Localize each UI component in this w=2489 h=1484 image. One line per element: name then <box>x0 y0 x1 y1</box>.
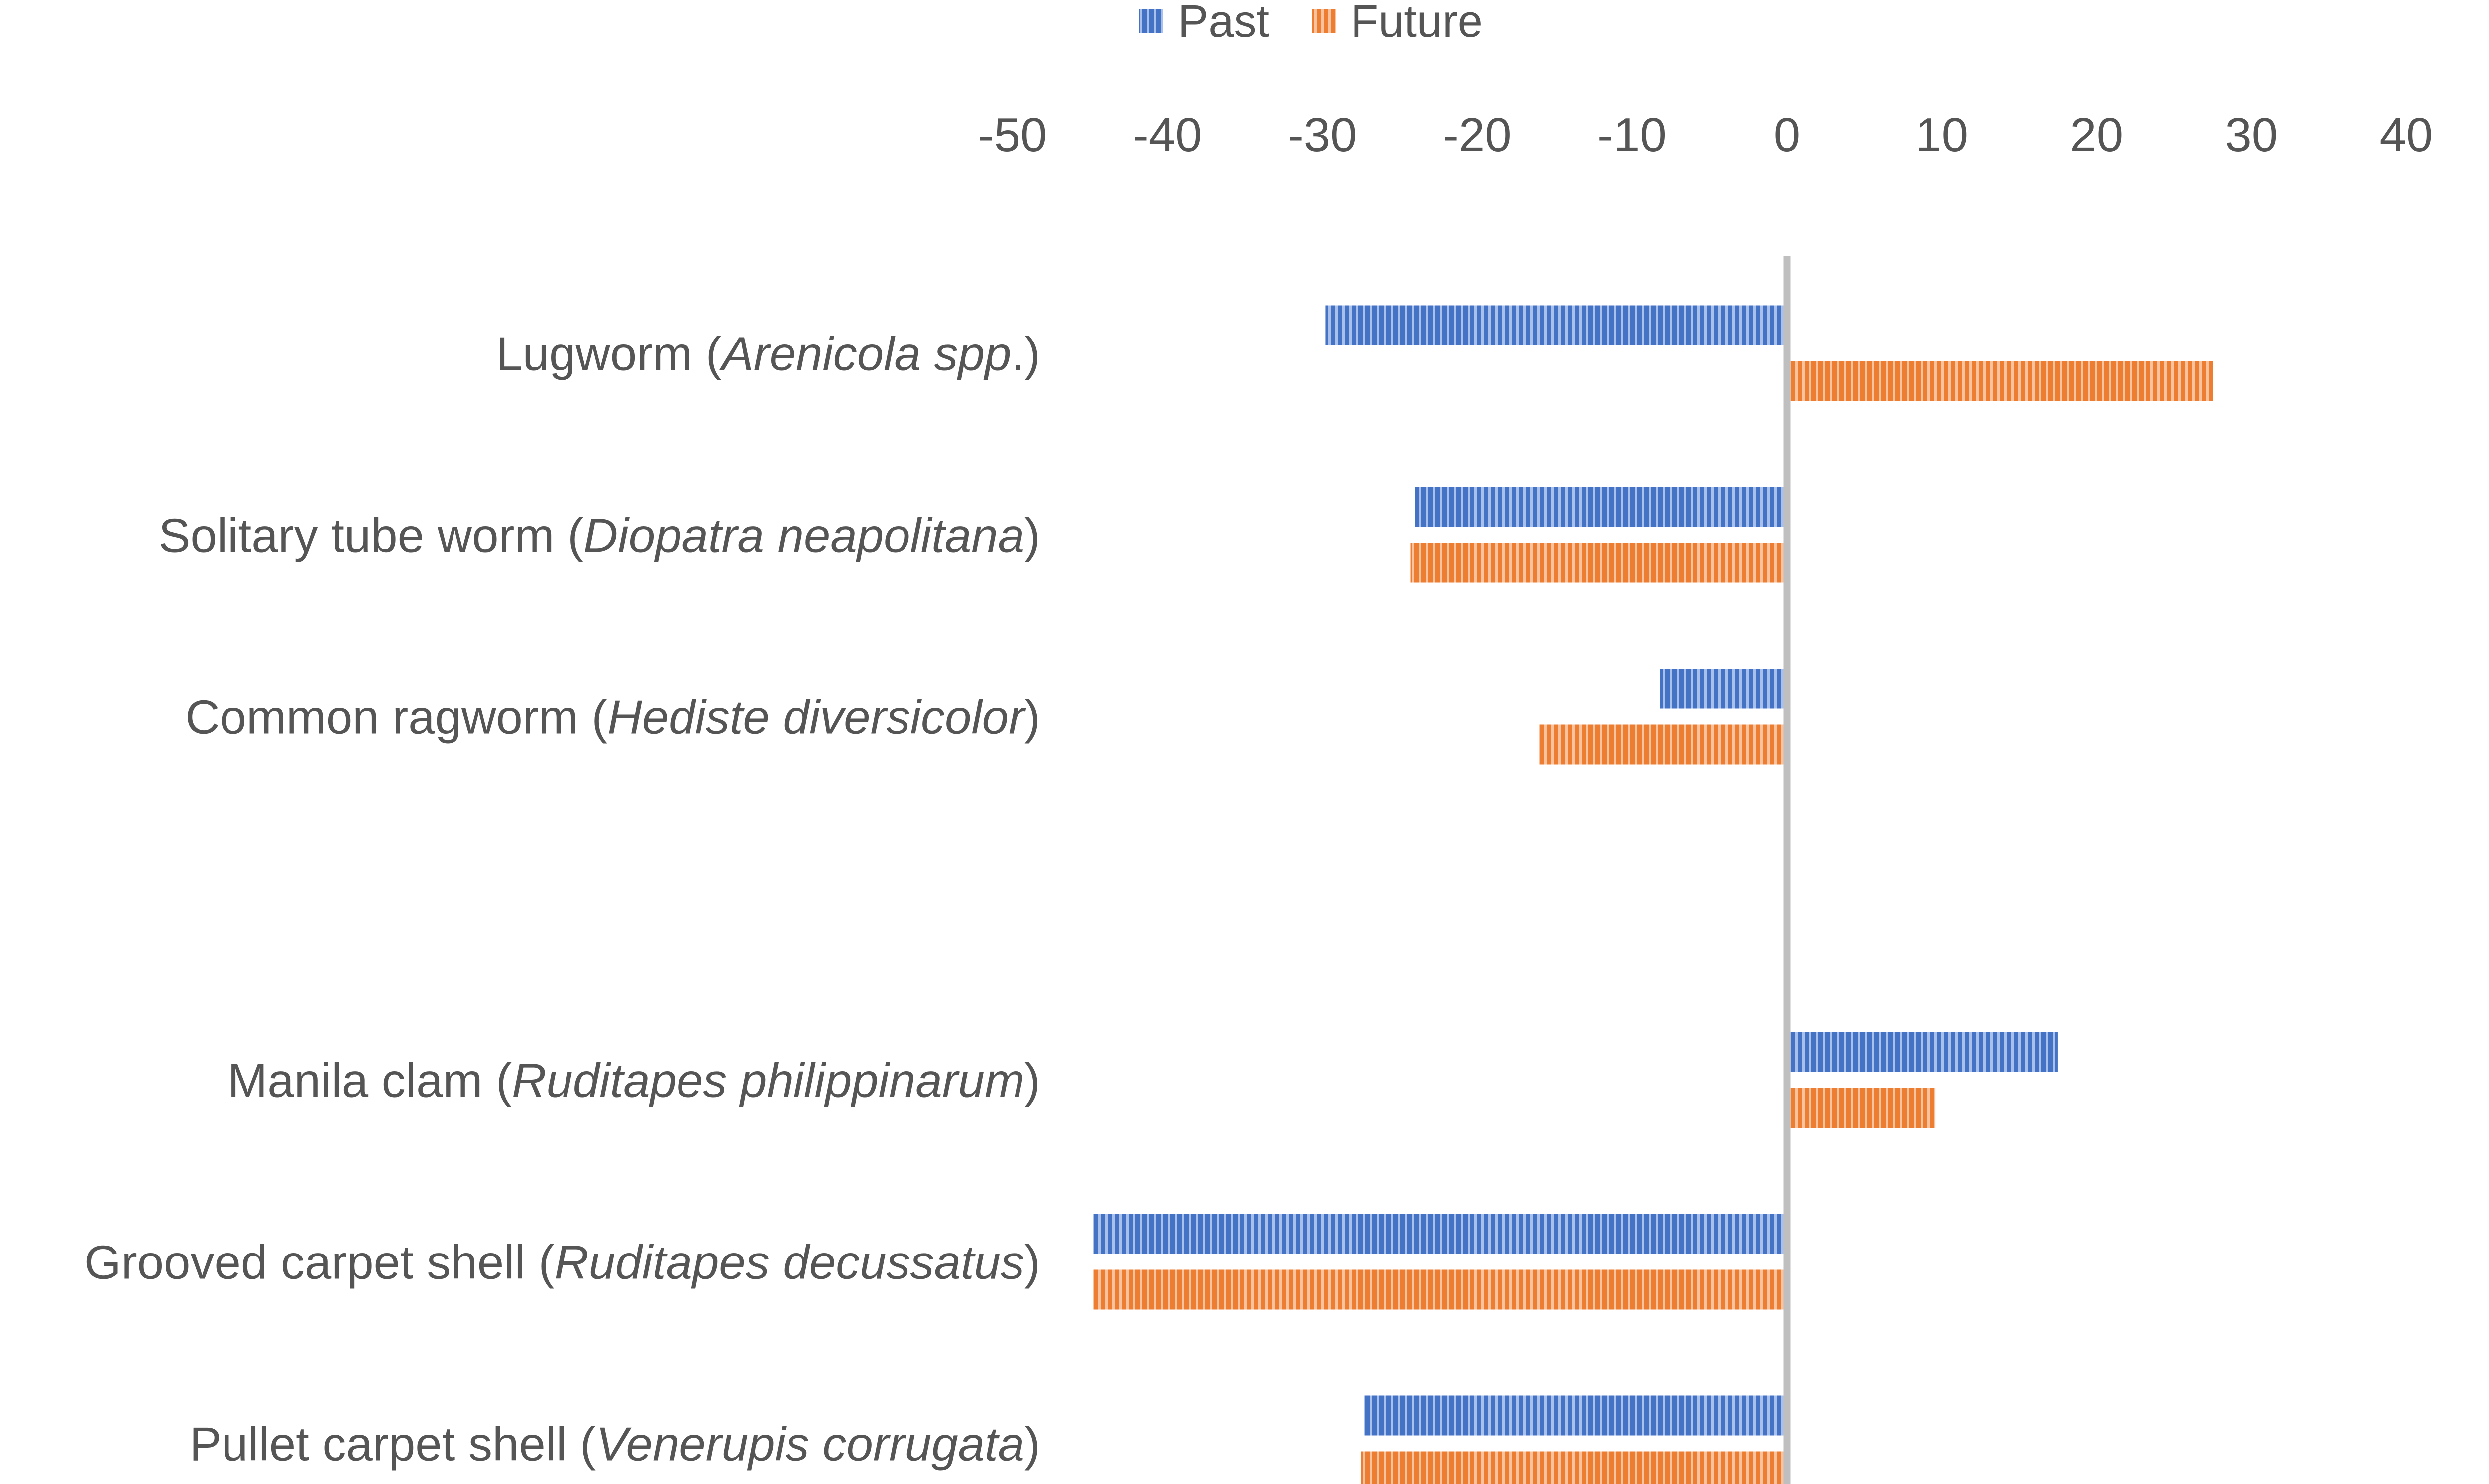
bar-future <box>1410 543 1787 583</box>
bars <box>1093 305 2213 1484</box>
bar-past <box>1093 1214 1787 1254</box>
bar-past <box>1325 305 1787 345</box>
category-label: Grooved carpet shell (Ruditapes decussat… <box>84 1236 1040 1289</box>
legend-label-past: Past <box>1178 0 1269 47</box>
bar-past <box>1660 669 1787 709</box>
category-label: Manila clam (Ruditapes philippinarum) <box>227 1054 1040 1108</box>
bar-past <box>1415 487 1787 527</box>
category-label: Common ragworm (Hediste diversicolor) <box>185 691 1040 744</box>
bar-future <box>1093 1269 1787 1310</box>
legend-swatch-future <box>1312 9 1336 33</box>
bar-future <box>1787 361 2213 401</box>
x-tick-label: -50 <box>978 109 1047 162</box>
legend: Past Future <box>1139 0 1483 47</box>
x-tick-label: -10 <box>1597 109 1667 162</box>
x-tick-label: -30 <box>1288 109 1357 162</box>
category-labels: Lugworm (Arenicola spp.) Solitary tube wo… <box>84 328 1040 1471</box>
bar-future <box>1539 724 1787 765</box>
x-tick-label: 20 <box>2070 109 2123 162</box>
x-tick-label: 0 <box>1774 109 1800 162</box>
x-tick-label: -20 <box>1443 109 1512 162</box>
legend-label-future: Future <box>1351 0 1483 47</box>
bar-future <box>1360 1451 1787 1484</box>
category-label: Lugworm (Arenicola spp.) <box>496 328 1040 381</box>
category-label: Solitary tube worm (Diopatra neapolitana… <box>158 509 1040 563</box>
x-tick-label: -40 <box>1133 109 1202 162</box>
x-tick-label: 30 <box>2225 109 2278 162</box>
x-axis-ticks: -50-40-30-20-1001020304050 <box>978 109 2433 162</box>
category-label: Pullet carpet shell (Venerupis corrugata… <box>190 1418 1040 1471</box>
legend-swatch-past <box>1139 9 1163 33</box>
x-tick-label: 10 <box>1915 109 1968 162</box>
bar-past <box>1787 1032 2058 1072</box>
bar-past <box>1364 1395 1787 1436</box>
bar-future <box>1787 1088 1936 1128</box>
x-tick-label: 40 <box>2380 109 2433 162</box>
